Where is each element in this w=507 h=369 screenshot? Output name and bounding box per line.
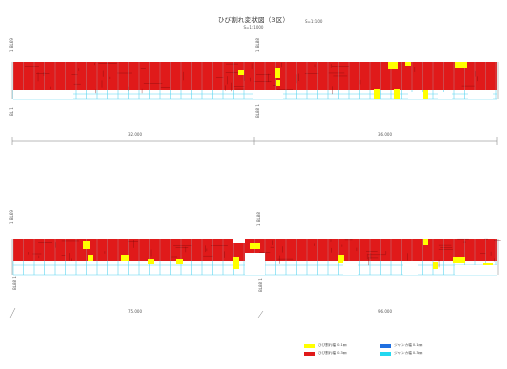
yellow-crack-patch [88,255,93,261]
yellow-crack-patch [233,257,239,269]
yellow-crack-patch [121,255,129,261]
unmapped-gap [343,261,358,275]
legend-swatch [380,351,391,356]
legend-item-red-crack: ひび割れ幅 0.3㎜ [304,351,346,356]
legend-label: ジャンカ幅 0.3㎜ [394,351,423,355]
lower-wall-strip [11,238,501,276]
lower-dimension-tick-right [257,310,264,319]
unmapped-gap [408,92,423,99]
unmapped-gap [245,253,265,275]
panel2-left-bottom-label: BL88 1 [12,276,17,290]
unmapped-gap [403,261,418,275]
unmapped-gap [13,90,73,99]
yellow-crack-patch [388,62,398,69]
yellow-crack-patch [394,89,400,99]
yellow-crack-patch [148,259,154,264]
unmapped-gap [438,92,452,99]
crack-region [13,239,497,261]
lower-dimension-tick-left [9,307,16,319]
yellow-crack-patch [405,62,411,66]
panel1-left-top-label: 1 BL69 [9,38,14,52]
panel1-right-top-label: 1 BL88 [255,38,260,52]
upper-wall-strip [11,62,499,100]
scale-note: S=1:100 [305,19,323,24]
yellow-crack-patch [423,90,428,99]
yellow-crack-patch [83,241,90,249]
legend-swatch [304,343,315,348]
drawing-title: ひび割れ変状図（3区） [217,16,290,24]
yellow-crack-patch [250,243,260,249]
yellow-crack-patch [276,80,280,86]
legend-item-yellow-crack: ひび割れ幅 0.1㎜ [304,343,346,348]
panel2-right-bottom-label: BL88 1 [258,278,263,292]
panel2-right-top-label: 1 BL88 [256,212,261,226]
yellow-crack-patch [176,259,183,264]
legend-item-cyan-honeycomb: ジャンカ幅 0.3㎜ [380,351,422,356]
panel2-dim-left: 75.000 [128,309,142,314]
unmapped-gap [253,90,283,99]
panel2-dim-right: 96.000 [378,309,392,314]
panel1-dim-right: 36.000 [378,132,392,137]
unmapped-gap [455,265,501,275]
panel1-right-bottom-label: BL88 1 [255,104,260,118]
yellow-crack-patch [433,262,438,269]
panel1-dim-left: 32.000 [128,132,142,137]
yellow-crack-patch [455,62,467,68]
unmapped-gap [233,239,245,243]
crack-region [13,62,497,90]
yellow-crack-patch [338,255,344,263]
panel2-left-top-label: 1 BL69 [9,210,14,224]
yellow-crack-patch [238,70,244,75]
yellow-crack-patch [275,68,280,78]
drawing-subtitle: S=1:1000 [243,25,264,30]
legend-label: ひび割れ幅 0.1㎜ [318,343,347,347]
unmapped-gap [468,90,493,99]
legend: ひび割れ幅 0.1㎜ ひび割れ幅 0.3㎜ ジャンカ幅 0.1㎜ ジャンカ幅 0… [304,343,504,363]
yellow-crack-patch [423,239,428,245]
legend-swatch [380,343,391,348]
panel1-left-bottom-label: BL 1 [9,107,14,116]
legend-label: ひび割れ幅 0.3㎜ [318,351,347,355]
legend-item-blue-honeycomb: ジャンカ幅 0.1㎜ [380,343,422,348]
yellow-crack-patch [453,257,465,263]
yellow-crack-patch [374,89,380,99]
legend-label: ジャンカ幅 0.1㎜ [394,343,423,347]
legend-swatch [304,351,315,356]
